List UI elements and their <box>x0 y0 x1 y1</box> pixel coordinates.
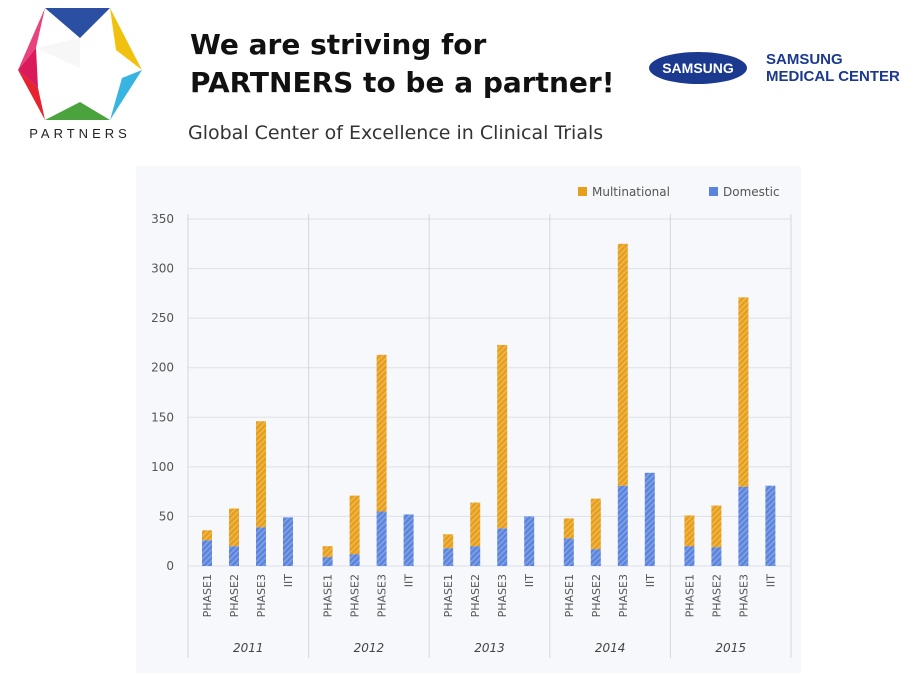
bar-domestic <box>283 517 293 566</box>
bar-domestic <box>738 486 749 566</box>
bar-domestic <box>376 511 387 566</box>
bar-multinational <box>322 546 333 558</box>
partners-logo <box>18 8 142 120</box>
y-tick-label: 350 <box>151 212 174 226</box>
bar-domestic <box>470 546 481 566</box>
headline-line-1: We are striving for <box>190 28 487 61</box>
bar-domestic <box>403 514 414 566</box>
category-label: PHASE3 <box>737 574 750 617</box>
bar-multinational <box>229 508 239 547</box>
bar-domestic <box>644 472 655 566</box>
bar-domestic <box>563 538 574 566</box>
bar-domestic <box>765 485 776 566</box>
bar-domestic <box>617 485 628 566</box>
bar-multinational <box>617 243 628 486</box>
bar-domestic <box>590 549 601 566</box>
category-label: IIT <box>764 574 777 587</box>
samsung-logo: SAMSUNG <box>649 52 747 84</box>
bar-domestic <box>322 557 333 566</box>
legend-label-multinational: Multinational <box>592 185 670 199</box>
category-label: PHASE1 <box>683 574 696 617</box>
category-label: PHASE3 <box>617 574 630 617</box>
category-label: IIT <box>282 574 295 587</box>
category-label: PHASE2 <box>590 574 603 617</box>
category-label: PHASE1 <box>442 574 455 617</box>
bar-domestic <box>524 516 535 566</box>
bar-multinational <box>349 495 360 555</box>
bar-multinational <box>563 518 574 539</box>
bar-multinational <box>376 354 387 512</box>
group-label: 2015 <box>715 641 746 655</box>
bar-domestic <box>256 527 266 566</box>
legend-swatch-multinational <box>578 187 587 196</box>
bar-domestic <box>684 546 695 566</box>
samsung-medical-center-logo: SAMSUNG MEDICAL CENTER <box>766 51 900 85</box>
bar-domestic <box>497 528 508 566</box>
bar-domestic <box>229 546 239 566</box>
y-tick-label: 100 <box>151 460 174 474</box>
samsung-wordmark: SAMSUNG <box>662 60 734 76</box>
page-subtitle: Global Center of Excellence in Clinical … <box>188 122 604 144</box>
y-tick-label: 150 <box>151 410 174 424</box>
category-label: PHASE2 <box>710 574 723 617</box>
y-tick-label: 300 <box>151 262 174 276</box>
legend-label-domestic: Domestic <box>723 185 780 199</box>
category-label: PHASE2 <box>349 574 362 617</box>
headline-line-2: PARTNERS to be a partner! <box>190 66 615 99</box>
bar-multinational <box>497 344 508 529</box>
bar-multinational <box>684 515 695 547</box>
y-tick-label: 250 <box>151 311 174 325</box>
category-label: PHASE2 <box>228 574 241 617</box>
bar-multinational <box>470 502 481 547</box>
bar-domestic <box>349 554 360 566</box>
bar-multinational <box>590 498 601 550</box>
group-label: 2012 <box>354 641 385 655</box>
bar-multinational <box>202 530 212 541</box>
bar-multinational <box>738 297 749 487</box>
bar-domestic <box>202 540 212 566</box>
category-label: PHASE1 <box>201 574 214 617</box>
legend-swatch-domestic <box>709 187 718 196</box>
category-label: PHASE3 <box>496 574 509 617</box>
group-label: 2013 <box>474 641 505 655</box>
group-label: 2014 <box>595 641 626 655</box>
category-label: PHASE1 <box>563 574 576 617</box>
bar-domestic <box>711 547 722 566</box>
bar-domestic <box>443 548 454 566</box>
smc-line-2: MEDICAL CENTER <box>766 68 900 85</box>
y-tick-label: 50 <box>159 509 174 523</box>
y-tick-label: 0 <box>166 559 174 573</box>
bar-multinational <box>256 421 266 528</box>
partners-logo-label: PARTNERS <box>29 126 131 141</box>
category-label: IIT <box>403 574 416 587</box>
bar-multinational <box>711 505 722 548</box>
smc-line-1: SAMSUNG <box>766 51 843 68</box>
category-label: IIT <box>523 574 536 587</box>
bar-multinational <box>443 534 454 549</box>
y-tick-label: 200 <box>151 361 174 375</box>
category-label: PHASE3 <box>255 574 268 617</box>
category-label: PHASE2 <box>469 574 482 617</box>
page-title: We are striving for PARTNERS to be a par… <box>190 26 614 102</box>
category-label: IIT <box>644 574 657 587</box>
chart-panel: 0 50 100 150 200 250 300 350 PHASE1 PHASE2 PHASE3 I… <box>136 166 801 673</box>
stacked-bar-chart: 0 50 100 150 200 250 300 350 PHASE1 PHASE2 PHASE3 I… <box>151 185 792 658</box>
category-label: PHASE1 <box>322 574 335 617</box>
category-label: PHASE3 <box>376 574 389 617</box>
group-label: 2011 <box>233 641 264 655</box>
